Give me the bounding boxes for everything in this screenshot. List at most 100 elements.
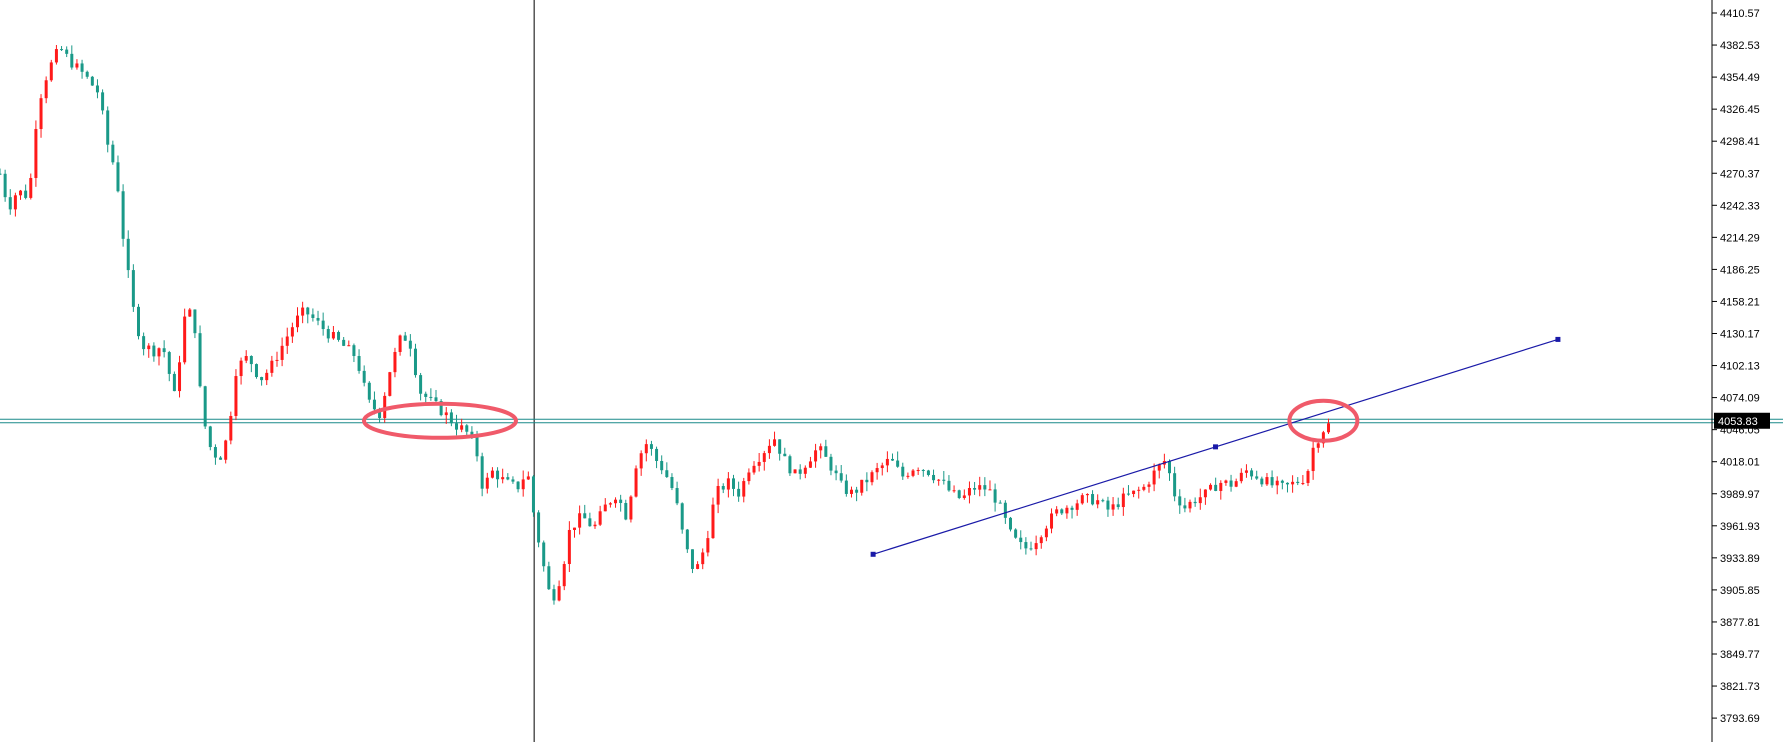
candle-body: [403, 335, 407, 341]
candle-body: [839, 473, 843, 481]
candle-body: [321, 320, 325, 330]
annotation-ellipse-right: [1287, 398, 1360, 443]
candle-body: [1091, 494, 1095, 505]
candle-body: [306, 307, 310, 315]
candle-body: [1239, 472, 1243, 482]
candle-body: [44, 80, 48, 99]
candle-body: [224, 440, 228, 460]
candle-body: [352, 345, 356, 357]
candle-body: [501, 477, 505, 480]
candle-body: [844, 480, 848, 494]
candle-body: [660, 460, 664, 471]
candle-body: [1306, 471, 1310, 484]
candle-body: [1147, 484, 1151, 487]
candle-body: [957, 490, 961, 498]
candle-body: [726, 478, 730, 490]
candle-body: [1260, 478, 1264, 485]
candle-body: [1111, 504, 1115, 510]
candle-body: [547, 566, 551, 590]
candle-body: [393, 351, 397, 373]
candle-body: [1132, 490, 1136, 495]
candle-body: [388, 372, 392, 396]
candle-body: [614, 499, 618, 504]
candle-body: [891, 458, 895, 461]
candle-body: [885, 458, 889, 466]
candle-body: [526, 476, 530, 480]
candle-body: [1250, 470, 1254, 477]
price-axis-tick-label: 4018.01: [1720, 457, 1760, 469]
candle-body: [834, 470, 838, 474]
candle-body: [932, 474, 936, 481]
candle-body: [921, 470, 925, 472]
candle-body: [24, 190, 28, 198]
candle-body: [1229, 480, 1233, 487]
candle-body: [449, 412, 453, 424]
candle-body: [1106, 500, 1110, 510]
candle-body: [967, 487, 971, 496]
candle-body: [162, 348, 166, 353]
candle-body: [937, 479, 941, 481]
candle-body: [3, 173, 7, 198]
candle-body: [1029, 548, 1033, 550]
candle-body: [121, 191, 125, 239]
candle-body: [824, 446, 828, 457]
candle-body: [1142, 486, 1146, 490]
candle-body: [701, 552, 705, 565]
candle-body: [1219, 482, 1223, 491]
candle-body: [542, 542, 546, 567]
candle-body: [639, 453, 643, 469]
candle-body: [1060, 509, 1064, 514]
candle-body: [973, 487, 977, 490]
candle-body: [1101, 500, 1105, 502]
candle-body: [808, 461, 812, 468]
candle-body: [1193, 501, 1197, 504]
candle-body: [116, 162, 120, 192]
candle-body: [1275, 480, 1279, 486]
price-axis-tick-label: 4326.45: [1720, 104, 1760, 116]
candle-body: [285, 336, 289, 346]
candle-body: [111, 144, 115, 163]
price-axis-tick-label: 4382.53: [1720, 40, 1760, 52]
candle-body: [75, 63, 79, 68]
candle-body: [249, 356, 253, 365]
candle-body: [516, 481, 520, 490]
candle-body: [1198, 497, 1202, 504]
price-axis-tick-label: 3933.89: [1720, 553, 1760, 565]
trendline-anchor-point: [870, 551, 876, 557]
candle-body: [860, 479, 864, 493]
price-axis-tick-label: 4214.29: [1720, 232, 1760, 244]
candle-body: [131, 270, 135, 307]
candle-body: [649, 444, 653, 449]
candle-body: [624, 502, 628, 520]
candle-body: [629, 496, 633, 520]
candle-body: [1209, 484, 1213, 490]
candle-body: [213, 447, 217, 458]
candle-body: [1024, 542, 1028, 549]
candle-body: [270, 360, 274, 373]
candle-body: [19, 190, 23, 196]
candle-body: [578, 513, 582, 528]
candle-body: [767, 445, 771, 454]
candle-body: [398, 335, 402, 352]
candle-body: [362, 370, 366, 383]
price-axis-tick-label: 4242.33: [1720, 200, 1760, 212]
candle-body: [234, 376, 238, 416]
candle-body: [1234, 481, 1238, 487]
candle-body: [367, 382, 371, 400]
candle-body: [855, 489, 859, 493]
candle-body: [316, 317, 320, 321]
candle-body: [260, 377, 264, 381]
candle-body: [819, 446, 823, 451]
candle-body: [1157, 464, 1161, 471]
candle-body: [434, 397, 438, 401]
candle-body: [106, 110, 110, 145]
candle-body: [244, 356, 248, 361]
candle-body: [331, 332, 335, 339]
candle-body: [537, 512, 541, 543]
candle-body: [444, 412, 448, 416]
candle-body: [880, 465, 884, 469]
candle-body: [1188, 501, 1192, 509]
candle-body: [942, 479, 946, 481]
candle-body: [1008, 517, 1012, 530]
